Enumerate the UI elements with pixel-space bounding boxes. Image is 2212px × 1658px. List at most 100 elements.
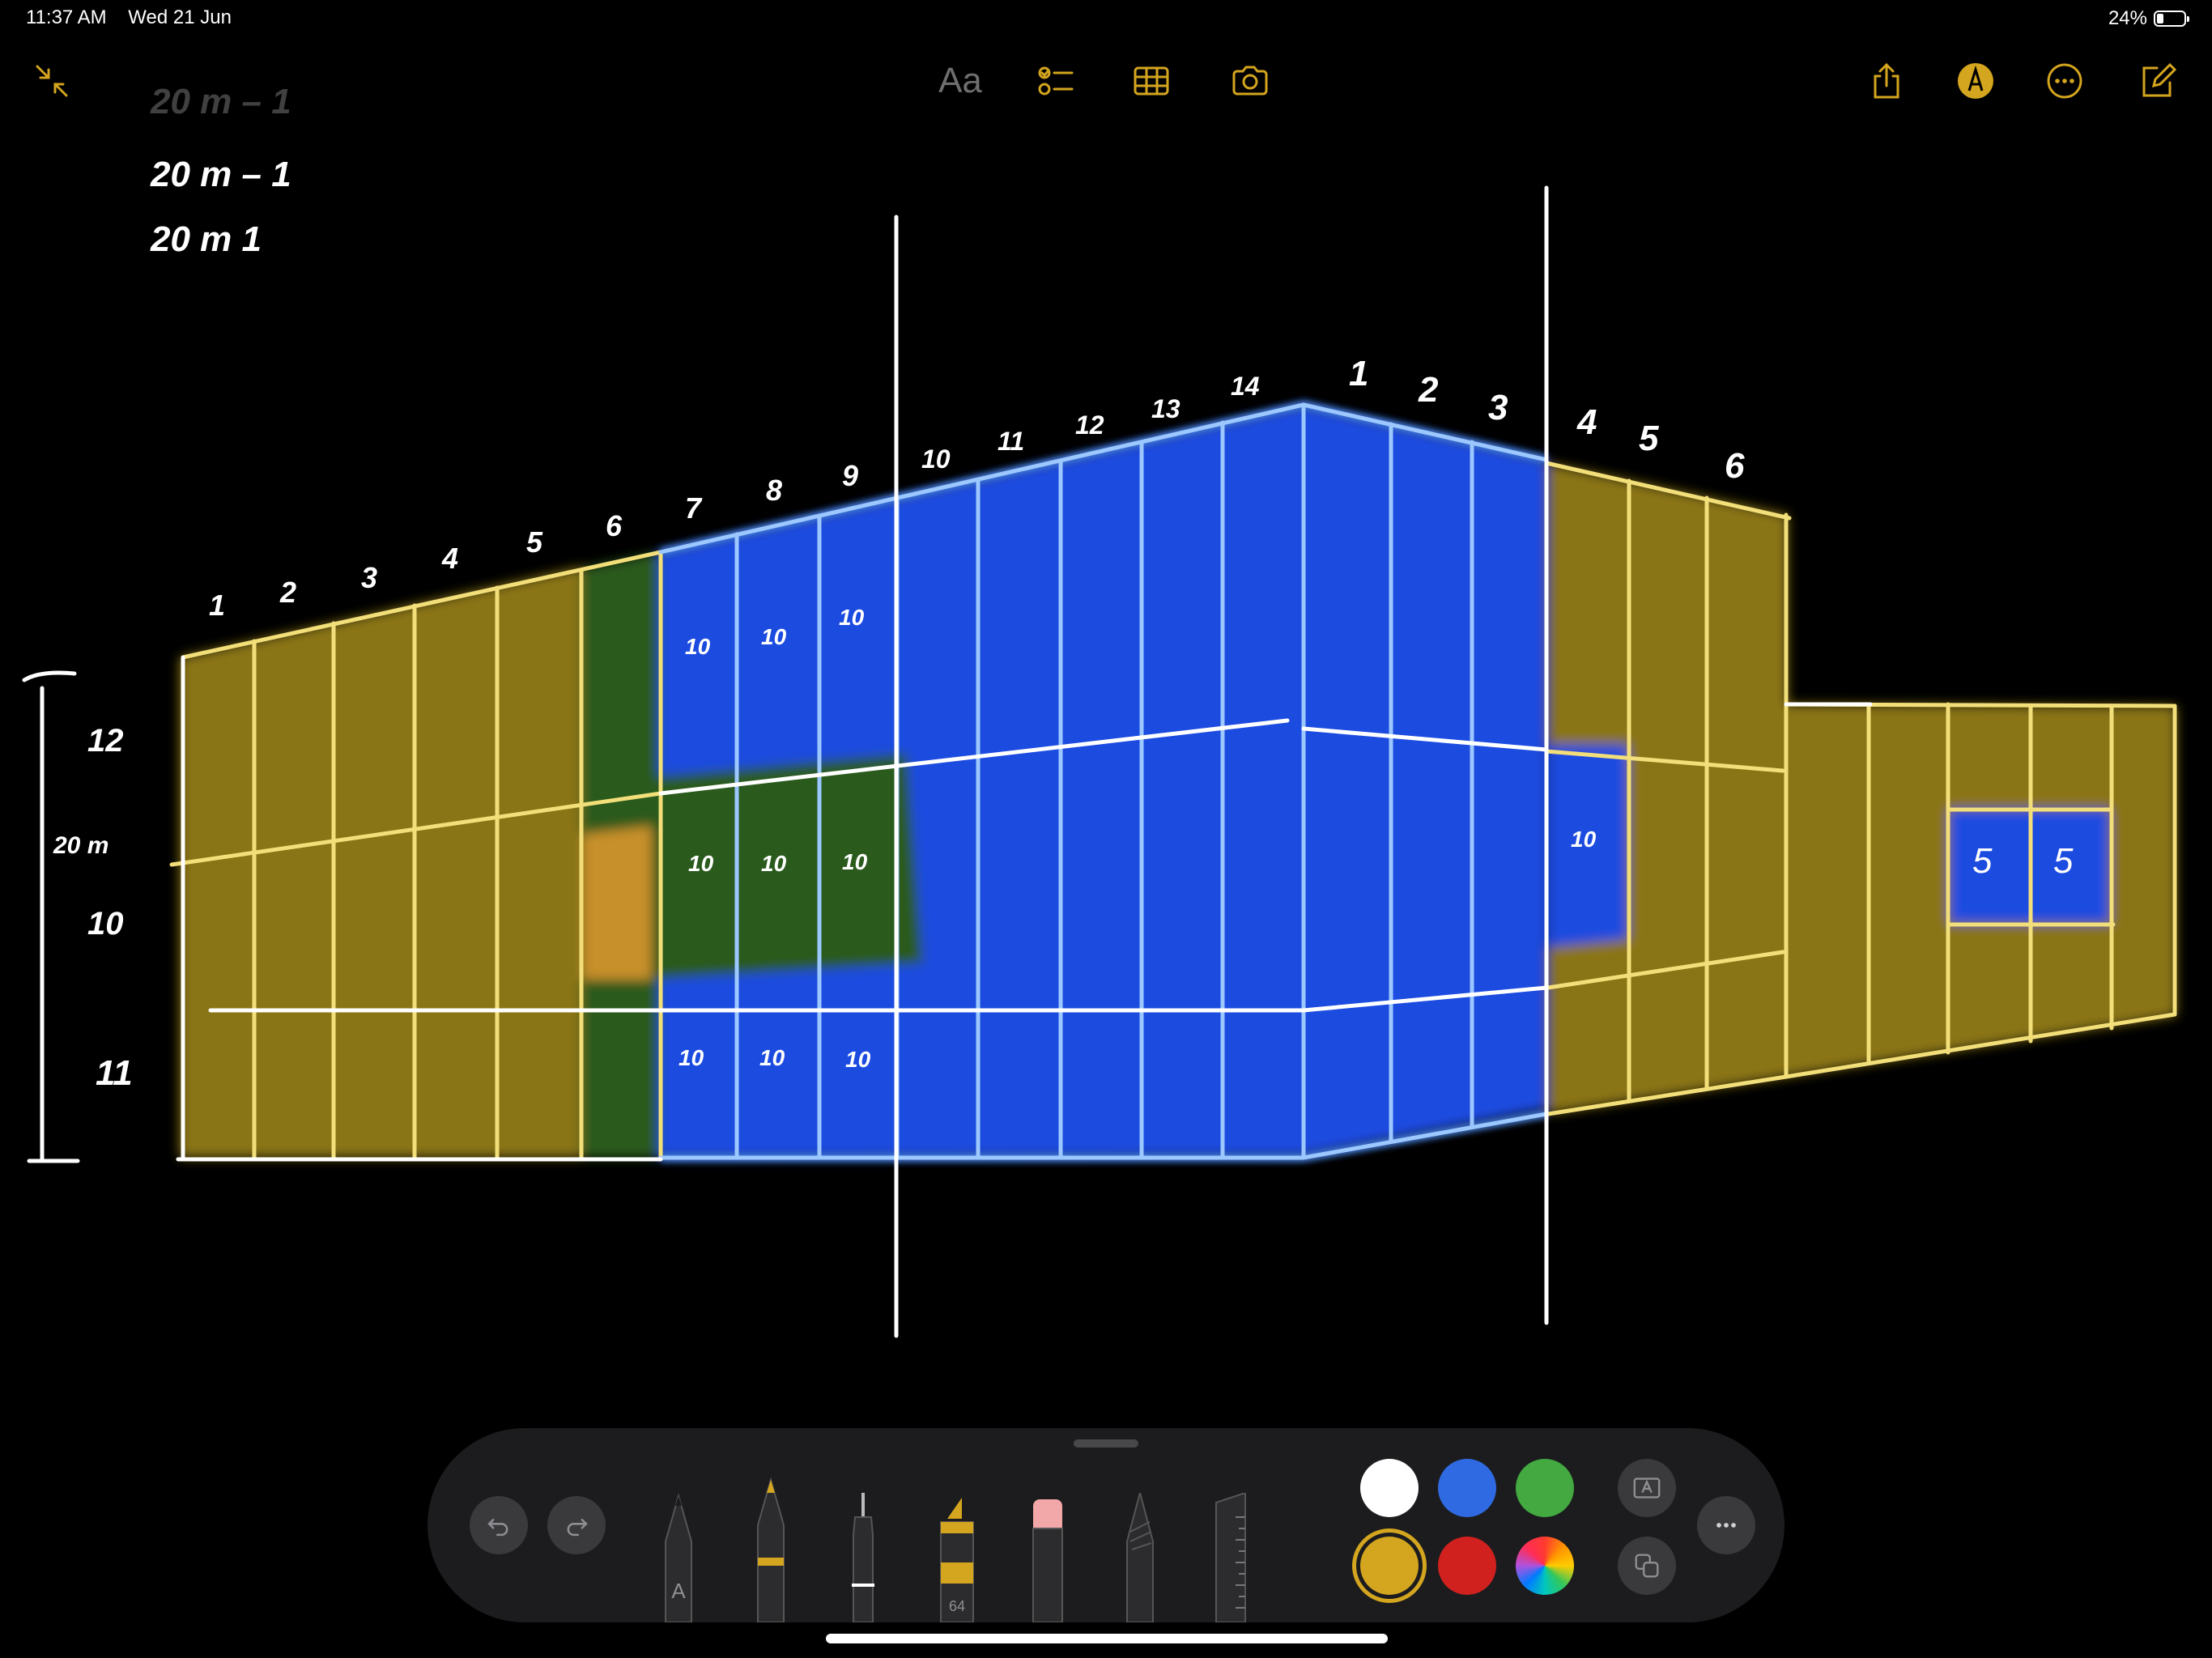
crayon-tool[interactable] [1121,1490,1159,1623]
monoline-tool[interactable] [751,1477,790,1623]
ellipsis-circle-icon [2047,63,2082,99]
marker-icon: 64 [940,1498,974,1623]
right-lowline [1546,950,1785,990]
yellow-fill-left [180,567,583,1158]
collapse-arrows-icon [36,65,68,97]
undo-arrow-icon [487,1518,508,1537]
segment-number: 9 [842,459,858,492]
status-date: Wed 21 Jun [128,6,232,28]
segment-number: 2 [1418,370,1439,410]
monoline-pen-icon [757,1477,785,1623]
text-box-button[interactable] [1618,1459,1676,1517]
pen-letter: A [671,1579,686,1603]
yellow-grid-lines [169,461,2177,1160]
cell-label: 10 [761,624,787,649]
segment-number: 8 [766,474,782,507]
segment-number: 6 [1725,446,1745,486]
annex-label-right: 5 [2053,841,2074,881]
section-tick-middle: 10 [87,906,124,942]
height-label: 20 m [53,832,108,859]
table-button[interactable] [1125,55,1177,107]
segment-number: 5 [526,525,543,559]
ruler-tool[interactable] [1213,1491,1249,1623]
segment-number: 13 [1151,394,1180,423]
cell-labels: 10 10 10 10 10 10 10 10 10 10 [678,605,1597,1072]
height-dimension-line [22,670,80,1163]
share-button[interactable] [1861,55,1912,107]
fountain-pen-icon [852,1493,874,1623]
highlighter-fills [180,405,2176,1158]
markup-button[interactable] [1950,55,2001,107]
color-swatch-gold[interactable] [1360,1537,1419,1595]
table-icon [1134,66,1169,96]
color-swatch-red[interactable] [1438,1537,1496,1595]
toolbar-more-button[interactable] [1697,1496,1755,1554]
yellow-fill-right [1548,463,1788,1114]
checklist-button[interactable] [1030,55,1082,107]
right-roofline [1544,461,1792,521]
right-segment-numbers: 1 2 3 4 5 6 [1349,354,1745,486]
markup-toolbar: A 64 [428,1428,1784,1623]
toolbar-grabber[interactable] [1074,1439,1138,1448]
color-swatch-green[interactable] [1516,1459,1574,1517]
segment-number: 1 [1349,354,1368,393]
text-format-label: Aa [938,61,982,100]
orange-fill-spot [583,826,652,980]
redo-button[interactable] [547,1496,606,1554]
cell-label: 10 [688,851,714,876]
handwritten-notes: 20 m – 1 20 m – 1 20 m 1 20 m 12 10 11 1… [53,82,2074,1093]
left-segment-numbers: 1 2 3 4 5 6 7 8 9 [209,459,858,622]
status-bar-left: 11:37 AM Wed 21 Jun [26,6,232,31]
compose-icon [2142,62,2176,97]
pencil-tip-circle-icon [1958,63,1993,99]
pen-tool[interactable]: A [659,1493,698,1623]
cell-label: 10 [759,1045,785,1070]
battery-percent: 24% [2108,7,2147,29]
green-fill-middle [648,753,923,980]
undo-button[interactable] [470,1496,528,1554]
cell-label: 10 [1571,827,1597,852]
segment-number: 12 [1075,410,1104,440]
shapes-button[interactable] [1618,1537,1676,1595]
camera-button[interactable] [1224,55,1276,107]
text-format-button[interactable]: Aa [934,55,986,107]
color-swatch-white[interactable] [1360,1459,1419,1517]
cell-label: 10 [761,851,787,876]
segment-number: 5 [1639,419,1659,458]
segment-number: 1 [209,589,225,622]
eraser-tool[interactable] [1028,1493,1067,1623]
center-lowline [208,985,1549,1013]
cell-label: 10 [685,634,711,659]
segment-number: 10 [921,444,951,474]
segment-number: 6 [606,509,623,542]
segment-number: 11 [998,427,1024,456]
share-icon [1874,62,1899,99]
right-midline [1544,749,1785,773]
color-picker-wheel[interactable] [1516,1537,1574,1595]
status-bar-right: 24% [2108,6,2189,31]
shapes-icon [1635,1554,1659,1578]
marker-width: 64 [949,1598,965,1614]
right-verticals [1627,478,2177,1103]
white-lines [22,185,1873,1338]
color-swatch-blue[interactable] [1438,1459,1496,1517]
status-time: 11:37 AM [26,6,107,28]
text-box-icon [1633,1477,1661,1499]
blue-fill-center [659,405,1546,1158]
left-verticals [252,550,663,1160]
segment-number: 2 [279,576,296,609]
new-note-button[interactable] [2131,55,2183,107]
more-options-button[interactable] [2039,55,2091,107]
fountain-pen-tool[interactable] [844,1493,883,1623]
ruler-icon [1215,1491,1246,1623]
drawing-canvas[interactable]: 20 m – 1 20 m – 1 20 m 1 20 m 12 10 11 1… [0,0,2212,1409]
segment-number: 3 [1488,388,1508,427]
collapse-button[interactable] [26,55,78,107]
annex-label-left: 5 [1972,841,1993,881]
segment-number: 4 [441,542,458,575]
checklist-icon [1038,66,1074,96]
home-indicator[interactable] [826,1634,1388,1643]
note-line-1: 20 m – 1 [150,82,291,121]
battery-level-fill [2157,14,2163,23]
marker-tool[interactable]: 64 [936,1493,978,1623]
